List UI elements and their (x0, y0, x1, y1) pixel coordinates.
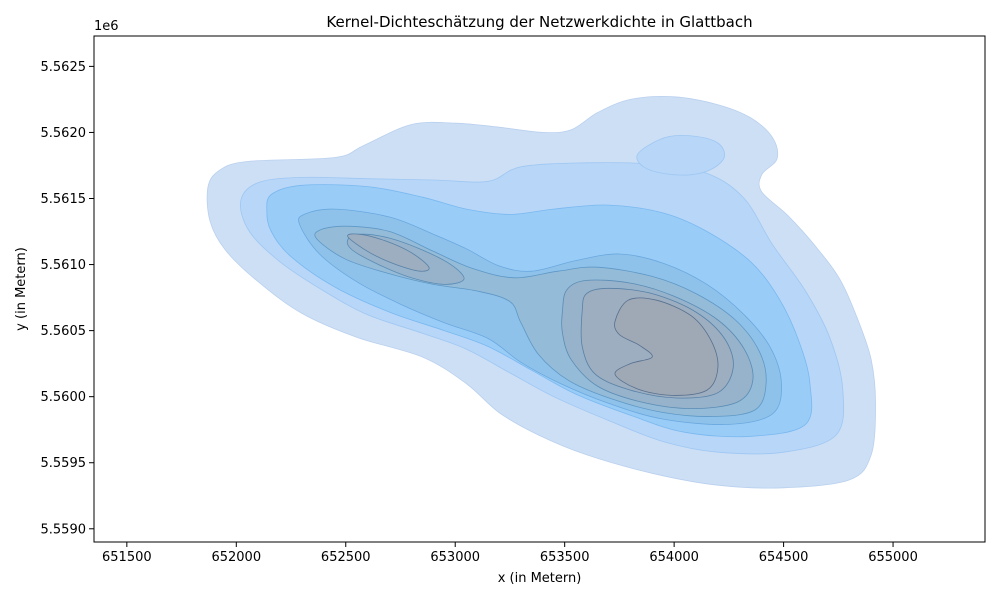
y-offset-label: 1e6 (94, 19, 119, 34)
contour-level-2-region-2 (636, 135, 726, 176)
x-axis: 651500 652000 652500 653000 653500 654000 6545… (102, 542, 918, 565)
y-tick-label: 5.5605 (41, 324, 87, 339)
chart-title: Kernel-Dichteschätzung der Netzwerkdicht… (326, 13, 752, 31)
x-tick-label: 654500 (759, 550, 809, 565)
contour-layers (206, 96, 876, 489)
plot-frame (93, 35, 986, 543)
x-tick-label: 654000 (649, 550, 699, 565)
x-tick-label: 653500 (540, 550, 590, 565)
x-tick-label: 652500 (321, 550, 371, 565)
contour-level-7-region-1 (347, 233, 430, 272)
y-tick-label: 5.5600 (41, 390, 87, 405)
y-tick-label: 5.5610 (41, 258, 87, 273)
y-tick-label: 5.5625 (41, 60, 87, 75)
contour-level-8-region-1 (614, 297, 719, 396)
x-tick-label: 651500 (102, 550, 152, 565)
y-tick-label: 5.5620 (41, 126, 87, 141)
x-tick-label: 655000 (868, 550, 918, 565)
y-tick-label: 5.5590 (41, 522, 87, 537)
y-tick-label: 5.5595 (41, 456, 87, 471)
y-tick-label: 5.5615 (41, 192, 87, 207)
x-tick-label: 653000 (430, 550, 480, 565)
y-axis: 5.5590 5.5595 5.5600 5.5605 5.5610 5.5615 5.56… (41, 60, 94, 537)
y-axis-label: y (in Metern) (14, 247, 29, 331)
x-tick-label: 652000 (211, 550, 261, 565)
x-axis-label: x (in Metern) (498, 571, 582, 586)
